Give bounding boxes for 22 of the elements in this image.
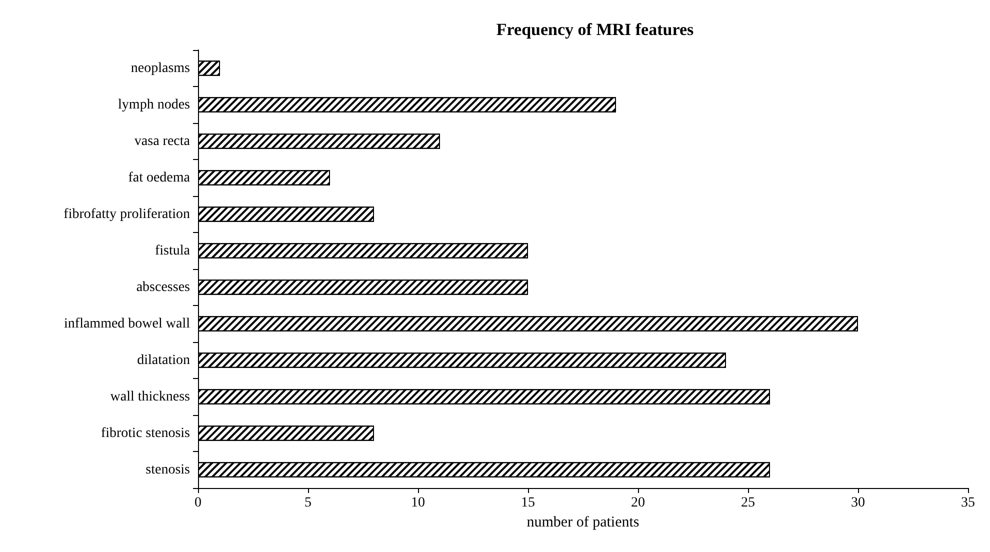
x-tick-label: 10 <box>411 496 425 510</box>
y-tick-label: vasa recta <box>134 134 191 149</box>
x-tick-label: 15 <box>521 496 535 510</box>
y-tick-label: fibrotic stenosis <box>100 426 190 441</box>
y-tick-label: stenosis <box>146 462 190 478</box>
x-tick-label: 30 <box>851 496 865 510</box>
y-tick-label: wall thickness <box>110 389 190 404</box>
x-tick-label: 5 <box>304 496 312 510</box>
x-tick-label: 20 <box>631 496 645 510</box>
x-tick-label: 25 <box>741 496 755 510</box>
y-tick-label: dilatation <box>137 352 190 368</box>
x-axis-title: number of patients <box>526 514 640 530</box>
y-tick-label: fistula <box>155 243 191 258</box>
y-tick-label: fibrofatty proliferation <box>64 206 190 222</box>
y-tick-label: fat oedema <box>128 170 191 186</box>
y-tick-label: lymph nodes <box>118 97 190 112</box>
y-tick-label: neoplasms <box>130 60 190 76</box>
x-tick-label: 35 <box>961 496 975 510</box>
x-tick-label: 0 <box>194 496 202 510</box>
y-tick-label: inflammed bowel wall <box>64 316 190 332</box>
y-tick-label: abscesses <box>136 280 190 295</box>
chart-title: Frequency of MRI features <box>496 20 694 39</box>
